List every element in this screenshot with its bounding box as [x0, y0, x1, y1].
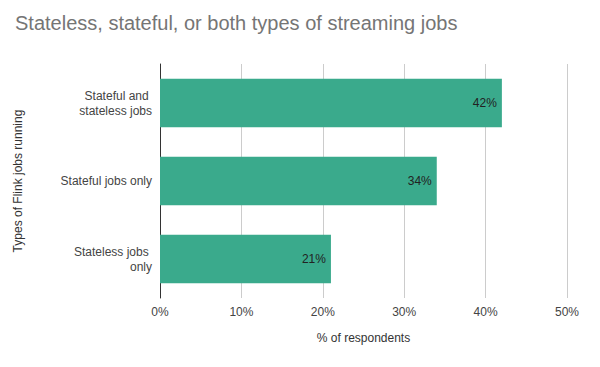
- svg-text:34%: 34%: [408, 174, 432, 188]
- svg-text:40%: 40%: [474, 305, 498, 319]
- svg-text:% of respondents: % of respondents: [317, 331, 410, 345]
- svg-text:20%: 20%: [311, 305, 335, 319]
- svg-text:Types of Flink jobs running: Types of Flink jobs running: [11, 110, 25, 253]
- svg-text:10%: 10%: [229, 305, 253, 319]
- svg-text:Stateless, stateful, or both t: Stateless, stateful, or both types of st…: [15, 12, 457, 34]
- svg-text:50%: 50%: [555, 305, 579, 319]
- svg-text:0%: 0%: [151, 305, 169, 319]
- svg-text:42%: 42%: [473, 96, 497, 110]
- svg-text:Stateful and: Stateful and: [85, 89, 152, 103]
- svg-text:only: only: [130, 260, 152, 274]
- svg-text:stateless jobs: stateless jobs: [79, 104, 152, 118]
- svg-text:30%: 30%: [392, 305, 416, 319]
- svg-text:Stateful jobs only: Stateful jobs only: [61, 174, 152, 188]
- svg-text:Stateless jobs: Stateless jobs: [74, 245, 152, 259]
- svg-text:21%: 21%: [302, 252, 326, 266]
